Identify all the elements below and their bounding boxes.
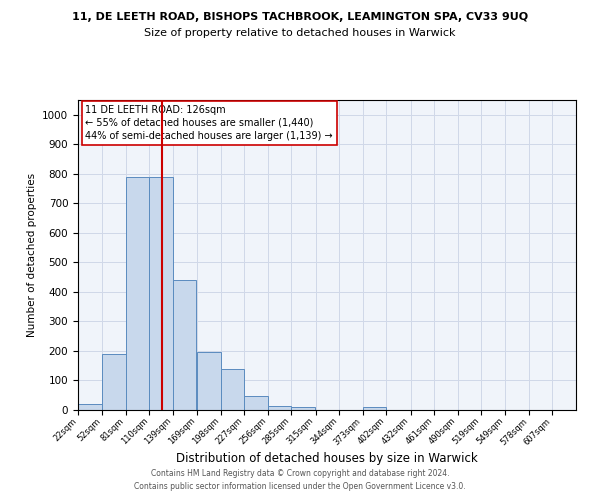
- Bar: [268, 406, 292, 410]
- Bar: [197, 352, 221, 410]
- Bar: [103, 354, 126, 410]
- Text: Contains HM Land Registry data © Crown copyright and database right 2024.: Contains HM Land Registry data © Crown c…: [151, 468, 449, 477]
- Bar: [292, 407, 315, 410]
- Text: 11 DE LEETH ROAD: 126sqm
← 55% of detached houses are smaller (1,440)
44% of sem: 11 DE LEETH ROAD: 126sqm ← 55% of detach…: [85, 104, 333, 141]
- Bar: [244, 396, 268, 410]
- Bar: [173, 280, 196, 410]
- Text: 11, DE LEETH ROAD, BISHOPS TACHBROOK, LEAMINGTON SPA, CV33 9UQ: 11, DE LEETH ROAD, BISHOPS TACHBROOK, LE…: [72, 12, 528, 22]
- Bar: [149, 177, 173, 410]
- Bar: [221, 368, 244, 410]
- Text: Size of property relative to detached houses in Warwick: Size of property relative to detached ho…: [144, 28, 456, 38]
- Text: Contains public sector information licensed under the Open Government Licence v3: Contains public sector information licen…: [134, 482, 466, 491]
- Bar: [362, 407, 386, 410]
- Bar: [78, 404, 101, 410]
- Bar: [126, 177, 149, 410]
- Y-axis label: Number of detached properties: Number of detached properties: [26, 173, 37, 337]
- X-axis label: Distribution of detached houses by size in Warwick: Distribution of detached houses by size …: [176, 452, 478, 465]
